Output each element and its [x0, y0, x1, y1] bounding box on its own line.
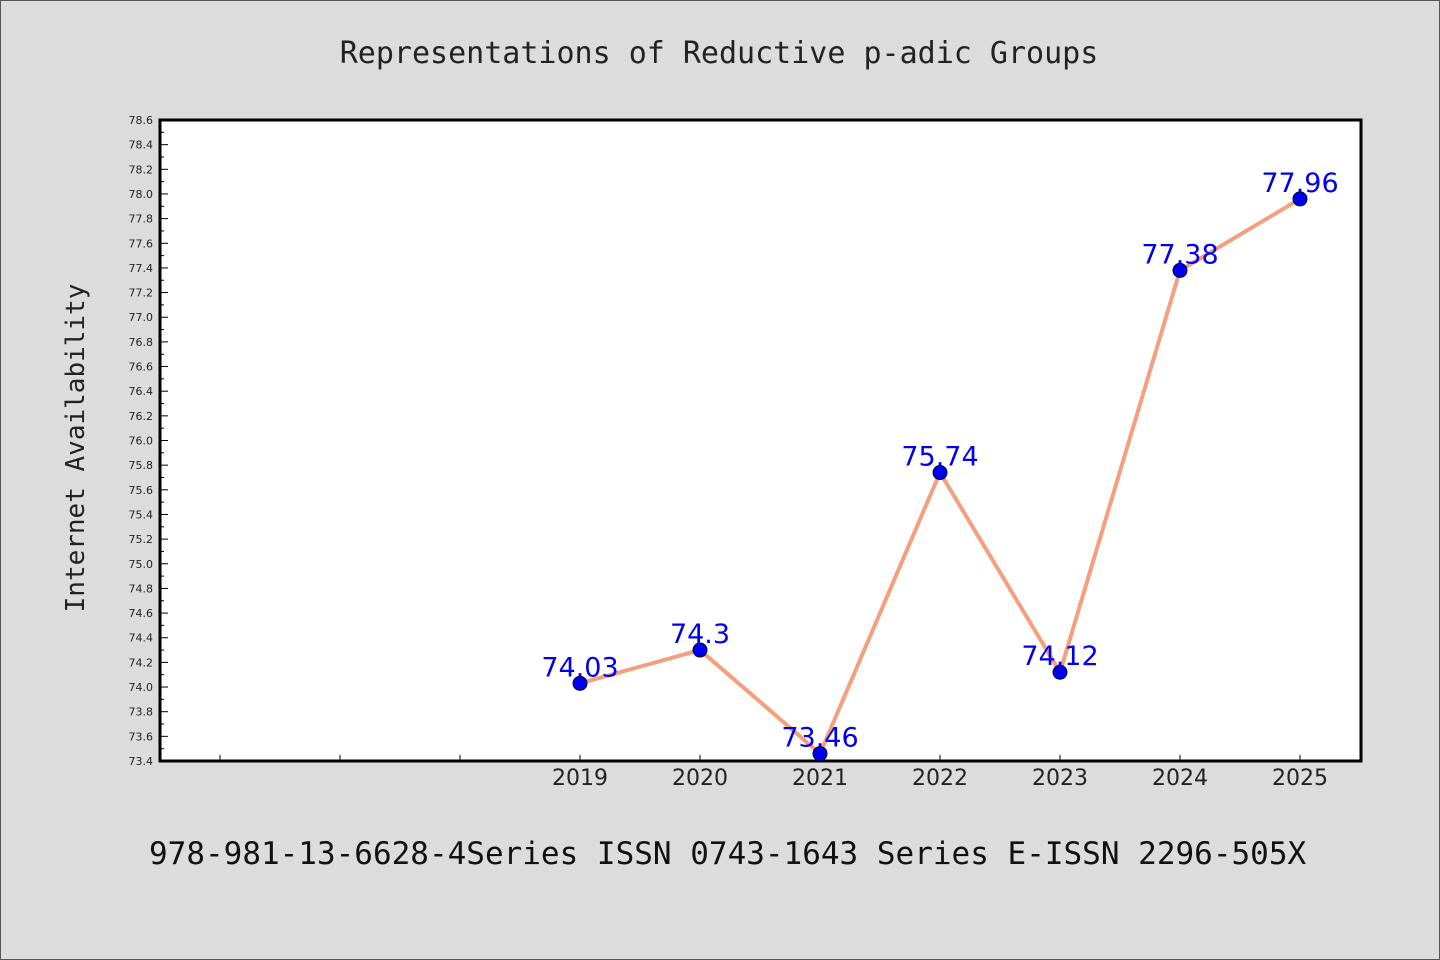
data-point [932, 465, 948, 481]
data-label: 77.96 [1261, 168, 1338, 199]
y-tick-label: 75.6 [129, 484, 154, 497]
plot-area [158, 118, 1363, 763]
x-tick-label: 2024 [1152, 766, 1208, 791]
data-label: 73.46 [781, 723, 858, 754]
data-label: 74.3 [670, 619, 730, 650]
x-tick-label: 2023 [1032, 766, 1088, 791]
data-point [812, 746, 828, 762]
y-tick-label: 76.0 [129, 435, 154, 448]
y-tick-label: 77.0 [129, 311, 154, 324]
y-tick-label: 77.4 [129, 262, 154, 275]
data-point [572, 675, 588, 691]
chart-title: Representations of Reductive p-adic Grou… [340, 36, 1099, 71]
y-axis-label: Internet Availability [61, 284, 91, 613]
x-tick-label: 2025 [1272, 766, 1328, 791]
x-tick-label: 2020 [672, 766, 728, 791]
y-tick-label: 75.0 [129, 558, 154, 571]
y-tick-label: 78.0 [129, 188, 154, 201]
y-tick-label: 74.4 [129, 632, 154, 645]
y-tick-label: 75.8 [129, 459, 154, 472]
series-layer: 74.03 74.3 73.46 75.74 74.12 77.38 77.96 [541, 168, 1339, 762]
data-point [692, 642, 708, 658]
x-axis: 2019 2020 2021 2022 2023 2024 2025 [219, 755, 1328, 791]
data-point [1292, 191, 1308, 207]
y-tick-label: 73.4 [129, 755, 154, 768]
y-tick-label: 76.6 [129, 361, 154, 374]
y-tick-label: 73.8 [129, 706, 154, 719]
y-tick-label: 77.8 [129, 213, 154, 226]
y-axis: 73.4 73.6 73.8 74.0 74.2 74.4 74.6 74.8 75.0 75.2… [129, 114, 168, 768]
x-tick-label: 2021 [792, 766, 848, 791]
y-tick-label: 78.2 [129, 163, 154, 176]
y-tick-label: 75.2 [129, 533, 154, 546]
data-label: 77.38 [1141, 239, 1218, 270]
y-tick-label: 78.6 [129, 114, 154, 127]
y-tick-label: 76.8 [129, 336, 154, 349]
footer-text: 978-981-13-6628-4Series ISSN 0743-1643 S… [149, 836, 1306, 872]
y-tick-label: 77.2 [129, 287, 154, 300]
data-label: 74.12 [1021, 641, 1098, 672]
y-tick-label: 78.4 [129, 139, 154, 152]
y-tick-label: 74.8 [129, 582, 154, 595]
y-tick-label: 74.6 [129, 607, 154, 620]
data-label: 74.03 [541, 652, 618, 683]
y-tick-label: 76.4 [129, 385, 154, 398]
y-tick-label: 74.0 [129, 681, 154, 694]
data-point [1052, 664, 1068, 680]
data-point [1172, 262, 1188, 278]
y-tick-label: 73.6 [129, 730, 154, 743]
y-tick-label: 74.2 [129, 656, 154, 669]
y-tick-label: 77.6 [129, 237, 154, 250]
x-tick-label: 2019 [552, 766, 608, 791]
y-tick-label: 76.2 [129, 410, 154, 423]
x-tick-label: 2022 [912, 766, 968, 791]
data-label: 75.74 [901, 442, 978, 473]
y-tick-label: 75.4 [129, 508, 154, 521]
